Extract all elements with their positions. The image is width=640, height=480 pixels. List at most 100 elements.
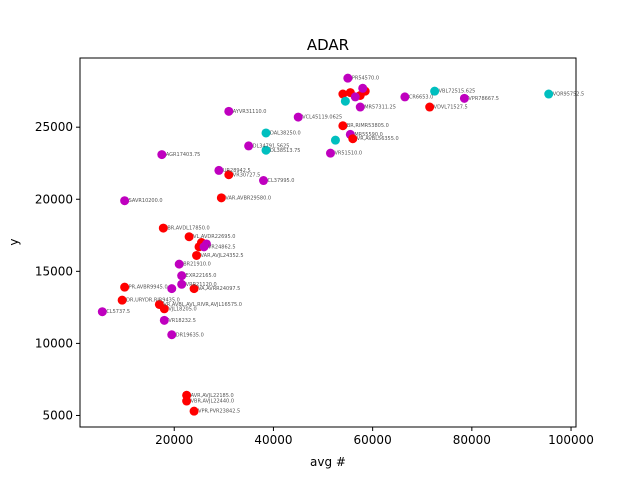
data-point — [199, 242, 209, 252]
point-labels: PR54570.0MR57311.25CR6653.0VBL72515.625V… — [106, 76, 584, 415]
data-point — [177, 271, 187, 281]
data-point — [244, 141, 254, 151]
data-point — [177, 279, 187, 289]
point-label: VRR21120.0 — [186, 282, 217, 288]
data-point — [224, 106, 234, 116]
point-label: VR30727.5 — [233, 172, 261, 178]
y-tick-label: 25000 — [35, 120, 73, 134]
point-label: VR,AVBL56355.0 — [357, 136, 399, 142]
data-point — [348, 134, 358, 144]
point-label: VDVL71527.5 — [434, 105, 468, 111]
data-point — [224, 170, 234, 180]
data-point — [214, 165, 224, 175]
x-axis: 20000 40000 60000 80000 100000 — [155, 427, 594, 447]
point-label: VPR,PVR23842.5 — [198, 409, 240, 415]
data-point — [216, 193, 226, 203]
data-point — [192, 250, 202, 260]
point-label: VPR78667.5 — [468, 96, 499, 102]
data-point — [159, 304, 169, 314]
point-label: VA,AVRR24097.5 — [198, 286, 240, 292]
y-axis: 5000 10000 15000 20000 25000 — [35, 120, 80, 422]
data-point — [355, 102, 365, 112]
point-label: VR51510.0 — [334, 151, 362, 157]
data-point — [340, 96, 350, 106]
point-label: BR,AVDL17850.0 — [167, 226, 209, 232]
point-label: DL34791.5625 — [253, 143, 290, 149]
data-point — [343, 73, 353, 83]
point-label: BR21910.0 — [183, 262, 211, 268]
data-point — [338, 121, 348, 131]
data-point — [430, 86, 440, 96]
point-label: MR57311.25 — [364, 105, 396, 111]
x-tick-label: 60000 — [354, 433, 392, 447]
point-label: DL38513.75 — [270, 148, 301, 154]
point-label: VL,AVDR22695.0 — [193, 234, 235, 240]
data-point — [117, 295, 127, 305]
data-point — [544, 89, 554, 99]
x-tick-label: 100000 — [548, 433, 594, 447]
x-tick-label: 80000 — [453, 433, 491, 447]
data-point — [97, 307, 107, 317]
point-label: VJL18205.0 — [168, 306, 196, 312]
y-tick-label: 10000 — [35, 336, 73, 350]
point-label: VAR,AVJL24352.5 — [201, 253, 244, 259]
point-label: AYVR31110.0 — [233, 109, 267, 115]
data-point — [157, 150, 167, 160]
chart-title: ADAR — [307, 36, 349, 54]
data-point — [400, 92, 410, 102]
point-label: AVR,AVJL22185.0 — [191, 393, 234, 399]
x-tick-label: 20000 — [155, 433, 193, 447]
data-point — [350, 92, 360, 102]
point-label: CR6653.0 — [409, 94, 433, 100]
data-point — [120, 196, 130, 206]
data-point — [167, 330, 177, 340]
point-label: PR,AVBR9945.0 — [129, 285, 168, 291]
point-label: VBR,AVJL22440.0 — [191, 399, 234, 405]
point-label: VR24862.5 — [208, 244, 236, 250]
point-label: PR54570.0 — [352, 76, 379, 82]
point-label: VQR95752.5 — [553, 92, 585, 98]
point-label: UR28942.5 — [223, 168, 251, 174]
data-points — [97, 73, 554, 416]
data-point — [158, 223, 168, 233]
data-point — [358, 83, 368, 93]
point-label: VAR,AVBR29580.0 — [225, 195, 271, 201]
data-point — [338, 89, 348, 99]
x-tick-label: 40000 — [254, 433, 292, 447]
point-label: EXR22165.0 — [186, 273, 217, 279]
data-point — [174, 259, 184, 269]
y-tick-label: 20000 — [35, 192, 73, 206]
data-point — [459, 93, 469, 103]
point-label: BR,RIMR53805.0 — [347, 123, 389, 129]
data-point — [330, 135, 340, 145]
point-label: DAL38250.0 — [270, 130, 301, 136]
data-point — [159, 315, 169, 325]
x-axis-label: avg # — [310, 455, 346, 469]
data-point — [189, 284, 199, 294]
point-label: VBL72515.625 — [439, 89, 476, 95]
data-point — [120, 282, 130, 292]
y-tick-label: 5000 — [42, 408, 73, 422]
point-label: DR,URYDR,RIR9435.0 — [126, 298, 180, 304]
point-label: VR18232.5 — [168, 318, 196, 324]
point-label: VCL45119.0625 — [302, 115, 342, 121]
point-label: DR19635.0 — [176, 332, 204, 338]
y-tick-label: 15000 — [35, 264, 73, 278]
data-point — [189, 406, 199, 416]
y-axis-label: y — [7, 238, 21, 245]
point-label: MR55590.0 — [354, 132, 382, 138]
point-label: AGR17403.75 — [166, 152, 201, 158]
data-point — [425, 102, 435, 112]
point-label: SAVR10200.0 — [129, 198, 163, 204]
plot-frame — [79, 57, 577, 428]
point-label: CL5737.5 — [106, 309, 130, 315]
data-point — [261, 128, 271, 138]
data-point — [325, 148, 335, 158]
data-point — [293, 112, 303, 122]
data-point — [259, 176, 269, 186]
data-point — [182, 396, 192, 406]
data-point — [167, 284, 177, 294]
data-point — [261, 145, 271, 155]
point-label: VR,AVBL,AVL,RIVR,AVJL16575.0 — [163, 302, 242, 308]
